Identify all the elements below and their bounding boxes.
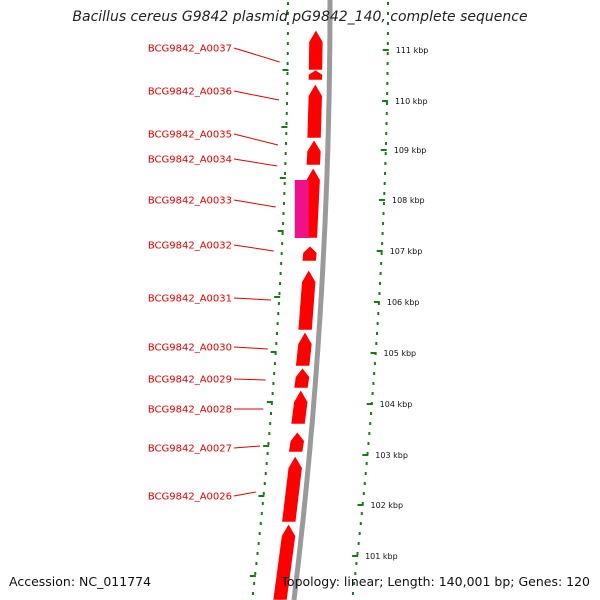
gene-arrow[interactable] [295, 331, 313, 367]
highlighted-gene-block[interactable] [294, 180, 309, 238]
gene-label[interactable]: BCG9842_A0031 [148, 294, 232, 305]
gene-leader-line [233, 199, 276, 208]
gene-arrow[interactable] [306, 83, 323, 139]
gene-label[interactable]: BCG9842_A0029 [148, 375, 232, 386]
topology-summary: Topology: linear; Length: 140,001 bp; Ge… [281, 574, 590, 589]
gene-label[interactable]: BCG9842_A0035 [148, 130, 232, 141]
kbp-label: 102 kbp [370, 501, 403, 510]
gene-leader-line [233, 158, 278, 167]
gene-arrow[interactable] [301, 245, 318, 262]
gene-leader-line [233, 133, 279, 146]
gene-leader-line [233, 47, 280, 63]
gene-label[interactable]: BCG9842_A0033 [148, 196, 232, 207]
kbp-label: 109 kbp [394, 146, 427, 155]
inner-dotted-ring [351, 2, 389, 595]
map-title: Bacillus cereus G9842 plasmid pG9842_140… [72, 9, 528, 25]
gene-arrow[interactable] [288, 431, 305, 453]
gene-leader-line [233, 491, 256, 497]
accession-text: Accession: NC_011774 [9, 574, 152, 589]
kbp-label: 103 kbp [375, 451, 408, 460]
kbp-label: 101 kbp [365, 552, 398, 561]
gene-arrow[interactable] [297, 269, 317, 331]
gene-label[interactable]: BCG9842_A0030 [148, 343, 232, 354]
gene-leader-line [233, 346, 268, 350]
gene-label[interactable]: BCG9842_A0034 [148, 155, 232, 166]
kbp-label: 106 kbp [387, 298, 420, 307]
kbp-label: 108 kbp [392, 196, 425, 205]
gene-label[interactable]: BCG9842_A0037 [148, 44, 232, 55]
gene-label[interactable]: BCG9842_A0027 [148, 444, 232, 455]
gene-arrow[interactable] [290, 389, 309, 425]
sequence-backbone [291, 0, 333, 600]
gene-label[interactable]: BCG9842_A0032 [148, 241, 232, 252]
gene-arrow[interactable] [305, 139, 322, 166]
gene-label[interactable]: BCG9842_A0036 [148, 87, 232, 98]
gene-leader-line [233, 445, 261, 449]
gene-leader-line [233, 378, 266, 381]
gene-arrow[interactable] [308, 29, 324, 71]
kbp-label: 105 kbp [384, 349, 417, 358]
kbp-label: 104 kbp [380, 400, 413, 409]
gene-arrow[interactable] [293, 367, 310, 389]
outer-dotted-ring [251, 2, 289, 595]
kbp-label: 107 kbp [390, 247, 423, 256]
gene-leader-line [233, 244, 274, 252]
gene-leader-line [233, 297, 272, 301]
gene-leader-line [233, 90, 280, 101]
gene-arrow[interactable] [308, 69, 323, 81]
gene-arrow[interactable] [281, 455, 303, 523]
gene-arrow[interactable] [272, 523, 296, 600]
kbp-label: 111 kbp [396, 46, 429, 55]
gene-label[interactable]: BCG9842_A0028 [148, 405, 232, 416]
gene-label[interactable]: BCG9842_A0026 [148, 492, 232, 503]
kbp-label: 110 kbp [395, 97, 428, 106]
